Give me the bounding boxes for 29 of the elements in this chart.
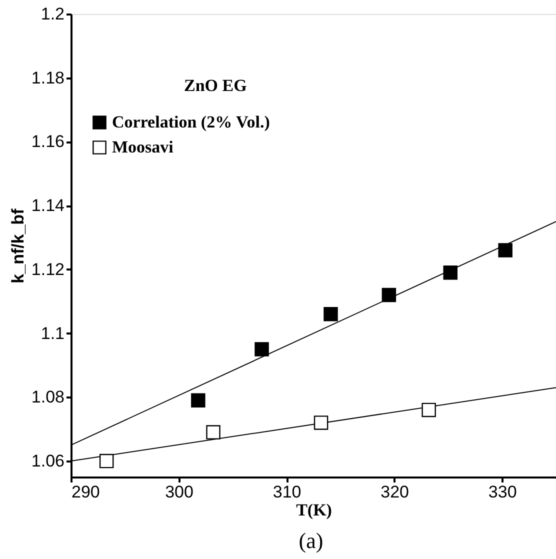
legend-label: Correlation (2% Vol.) bbox=[112, 112, 270, 132]
x-tick-label: 330 bbox=[488, 482, 517, 502]
legend-label: Moosavi bbox=[112, 138, 174, 156]
y-tick-label: 1.2 bbox=[40, 4, 64, 24]
y-tick-label: 1.06 bbox=[31, 452, 64, 471]
point bbox=[382, 288, 396, 302]
y-tick-label: 1.1 bbox=[40, 324, 64, 343]
x-axis-title: T(K) bbox=[296, 500, 332, 520]
x-tick-label: 310 bbox=[272, 482, 302, 502]
text: (a) bbox=[298, 528, 324, 553]
point bbox=[191, 393, 206, 408]
point bbox=[498, 243, 512, 258]
y-tick-label: 1.08 bbox=[31, 388, 64, 407]
point bbox=[324, 307, 338, 322]
x-tick-label: 320 bbox=[380, 482, 410, 502]
x-tick-label: 300 bbox=[165, 482, 194, 502]
y-axis-title: k_nf/k_bf bbox=[8, 208, 28, 284]
point bbox=[443, 266, 458, 280]
point bbox=[314, 416, 328, 430]
annotation: ZnO EG bbox=[184, 76, 247, 95]
y-tick-label: 1.14 bbox=[31, 196, 64, 216]
point bbox=[206, 425, 220, 440]
y-tick-label: 1.18 bbox=[31, 68, 64, 88]
y-tick-label: 1.16 bbox=[31, 132, 64, 152]
y-tick-label: 1.12 bbox=[31, 260, 64, 279]
x-tick-label: 290 bbox=[72, 482, 100, 502]
point bbox=[254, 342, 269, 356]
point bbox=[422, 402, 436, 418]
point bbox=[99, 454, 114, 468]
